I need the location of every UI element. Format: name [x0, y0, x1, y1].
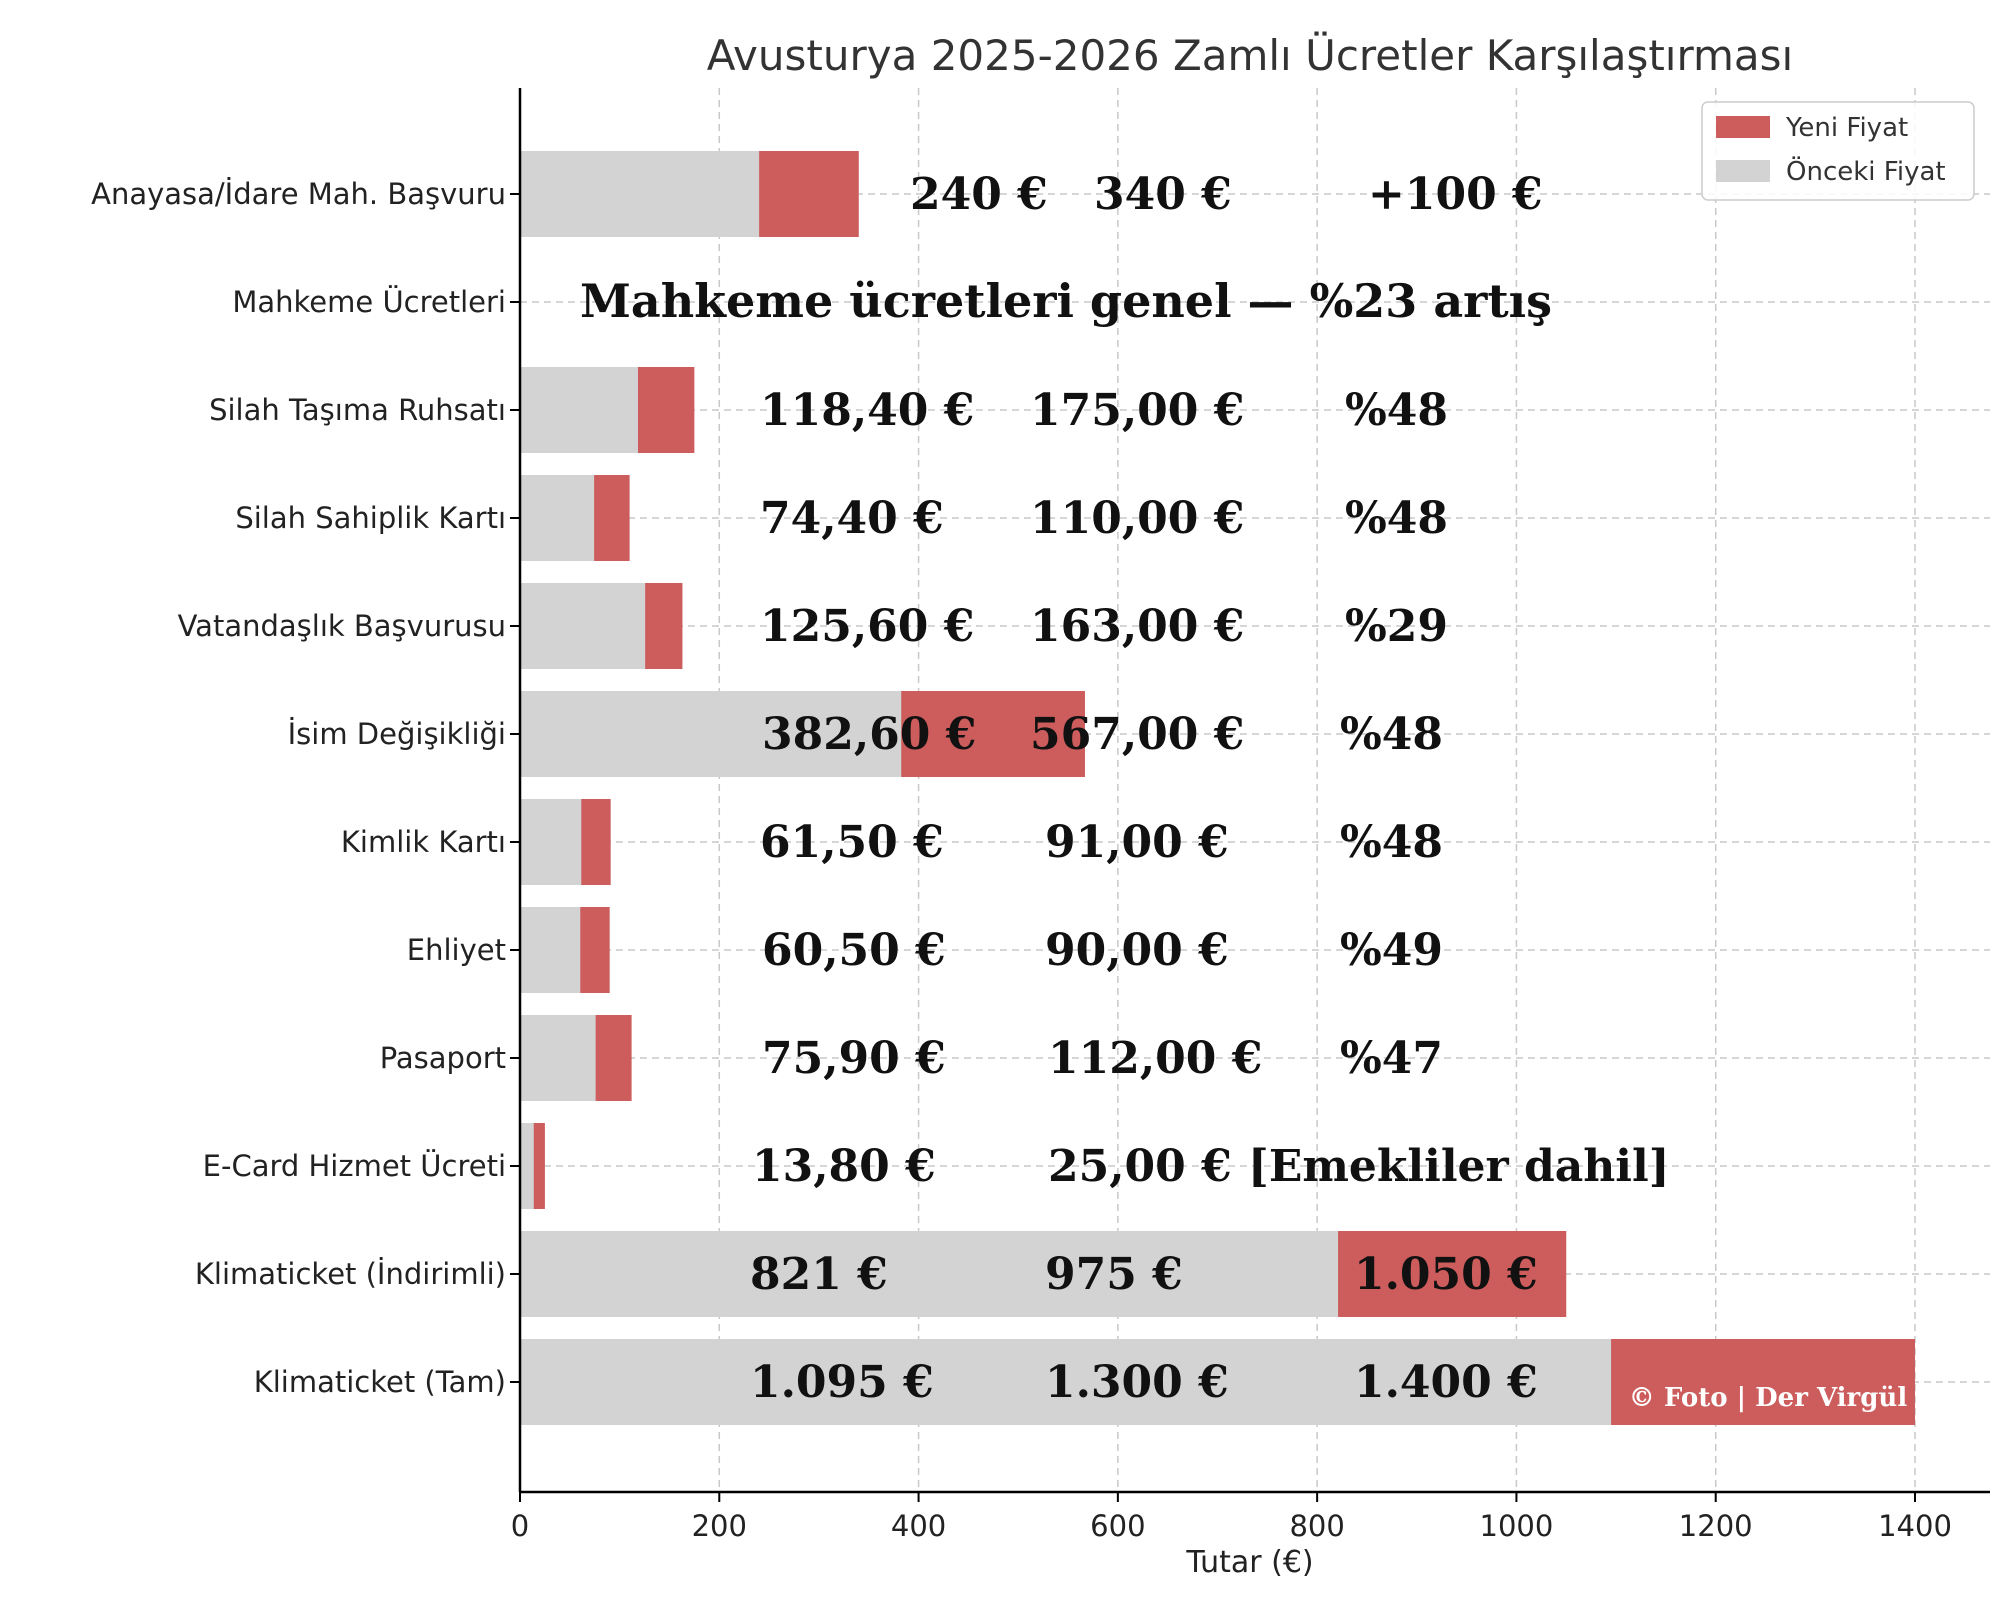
annotation-label: 975 €: [1045, 1249, 1183, 1300]
bar-previous-price: [520, 1339, 1612, 1425]
annotation-label: 567,00 €: [1030, 709, 1244, 760]
annotation-label: %48: [1340, 817, 1443, 868]
annotation-label: Mahkeme ücretleri genel — %23 artış: [580, 274, 1552, 328]
annotation-label: 125,60 €: [760, 601, 974, 652]
annotation-label: 112,00 €: [1048, 1033, 1262, 1084]
annotation-label: 74,40 €: [760, 493, 944, 544]
x-tick-label: 1200: [1679, 1509, 1753, 1543]
annotation-label: %47: [1340, 1033, 1443, 1084]
bar-previous-price: [520, 1123, 534, 1209]
y-tick-label: Silah Taşıma Ruhsatı: [209, 393, 506, 427]
annotation-label: 1.300 €: [1045, 1357, 1229, 1408]
y-tick-label: Vatandaşlık Başvurusu: [178, 609, 506, 643]
y-tick-label: Ehliyet: [407, 933, 506, 967]
annotation-label: [Emekliler dahil]: [1248, 1141, 1670, 1192]
annotation-label: 240 €: [910, 169, 1048, 220]
bar-previous-price: [520, 583, 646, 669]
annotation-label: 163,00 €: [1030, 601, 1244, 652]
annotation-label: 340 €: [1094, 169, 1232, 220]
legend-swatch: [1716, 160, 1770, 182]
x-axis-label: Tutar (€): [1185, 1545, 1313, 1580]
annotation-label: %48: [1340, 709, 1443, 760]
annotation-label: %49: [1340, 925, 1443, 976]
bar-previous-price: [520, 907, 581, 993]
annotation-label: 175,00 €: [1030, 385, 1244, 436]
x-tick-label: 1000: [1480, 1509, 1554, 1543]
x-tick-label: 400: [891, 1509, 946, 1543]
legend-label: Önceki Fiyat: [1786, 155, 1946, 187]
y-tick-label: Mahkeme Ücretleri: [232, 285, 506, 319]
annotation-label: 1.095 €: [750, 1357, 934, 1408]
annotation-label: 60,50 €: [762, 925, 946, 976]
y-tick-label: Silah Sahiplik Kartı: [235, 501, 506, 535]
x-tick-label: 0: [511, 1509, 529, 1543]
annotation-label: 90,00 €: [1045, 925, 1229, 976]
x-tick-label: 600: [1090, 1509, 1145, 1543]
watermark-text: © Foto | Der Virgül: [1629, 1383, 1908, 1413]
bar-previous-price: [520, 1231, 1339, 1317]
y-tick-label: Kimlik Kartı: [341, 825, 506, 859]
annotation-label: 1.050 €: [1354, 1249, 1538, 1300]
annotation-label: 118,40 €: [760, 385, 974, 436]
annotation-label: %48: [1345, 385, 1448, 436]
x-tick-label: 1400: [1878, 1509, 1952, 1543]
bar-previous-price: [520, 475, 595, 561]
x-tick-label: 200: [692, 1509, 747, 1543]
annotation-label: +100 €: [1368, 169, 1543, 220]
bar-previous-price: [520, 1015, 596, 1101]
annotation-label: %48: [1345, 493, 1448, 544]
y-tick-label: Pasaport: [380, 1041, 506, 1075]
annotation-label: 61,50 €: [760, 817, 944, 868]
annotation-label: 25,00 €: [1048, 1141, 1232, 1192]
legend: Yeni Fiyat Önceki Fiyat: [1701, 101, 1975, 201]
annotation-label: 382,60 €: [762, 709, 976, 760]
x-tick-label: 800: [1289, 1509, 1344, 1543]
bar-previous-price: [520, 691, 902, 777]
annotation-label: %29: [1345, 601, 1448, 652]
y-tick-label: Klimaticket (Tam): [254, 1365, 506, 1399]
annotation-label: 91,00 €: [1045, 817, 1229, 868]
annotation-label: 13,80 €: [752, 1141, 936, 1192]
y-tick-label: Klimaticket (İndirimli): [195, 1257, 506, 1291]
legend-label: Yeni Fiyat: [1785, 113, 1908, 143]
legend-swatch: [1716, 116, 1770, 138]
y-tick-label: E-Card Hizmet Ücreti: [203, 1149, 506, 1183]
y-tick-label: Anayasa/İdare Mah. Başvuru: [91, 177, 506, 211]
bars: [520, 151, 1915, 1425]
bar-previous-price: [520, 151, 760, 237]
chart-title: Avusturya 2025-2026 Zamlı Ücretler Karşı…: [707, 30, 1793, 80]
axes: 0 200 400 600 800 1000 1200 1400 Anayasa/İdare M…: [91, 88, 1990, 1543]
annotations: 240 € 340 € +100 € Mahkeme ücretleri genel …: [580, 169, 1907, 1413]
annotation-label: 75,90 €: [762, 1033, 946, 1084]
annotation-label: 821 €: [750, 1249, 888, 1300]
annotation-label: 1.400 €: [1354, 1357, 1538, 1408]
y-tick-label: İsim Değişikliği: [288, 717, 506, 751]
bar-previous-price: [520, 367, 638, 453]
bar-previous-price: [520, 799, 582, 885]
annotation-label: 110,00 €: [1030, 493, 1244, 544]
